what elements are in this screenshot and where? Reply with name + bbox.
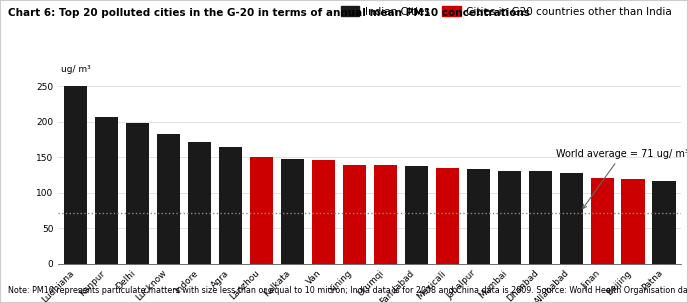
- Legend: Indian Cities, Cities in G20 countries other than India: Indian Cities, Cities in G20 countries o…: [336, 2, 676, 21]
- Bar: [126, 123, 149, 264]
- Bar: [312, 160, 335, 264]
- Bar: [219, 147, 242, 264]
- Bar: [590, 178, 614, 264]
- Bar: [621, 179, 645, 264]
- Text: Note: PM10 represents particulate matters with size less than or equal to 10 mic: Note: PM10 represents particulate matter…: [8, 286, 688, 295]
- Bar: [528, 171, 552, 264]
- Text: World average = 71 ug/ m³: World average = 71 ug/ m³: [556, 149, 688, 208]
- Bar: [652, 181, 676, 264]
- Bar: [436, 168, 459, 264]
- Bar: [405, 166, 428, 264]
- Bar: [559, 173, 583, 264]
- Bar: [188, 142, 211, 264]
- Bar: [157, 134, 180, 264]
- Text: Chart 6: Top 20 polluted cities in the G-20 in terms of annual mean PM10 concent: Chart 6: Top 20 polluted cities in the G…: [8, 8, 530, 18]
- Bar: [497, 171, 521, 264]
- Text: ug/ m³: ug/ m³: [61, 65, 90, 74]
- Bar: [95, 117, 118, 264]
- Bar: [250, 157, 273, 264]
- Bar: [374, 165, 397, 264]
- Bar: [466, 169, 490, 264]
- Bar: [343, 165, 366, 264]
- Bar: [64, 86, 87, 264]
- Bar: [281, 159, 304, 264]
